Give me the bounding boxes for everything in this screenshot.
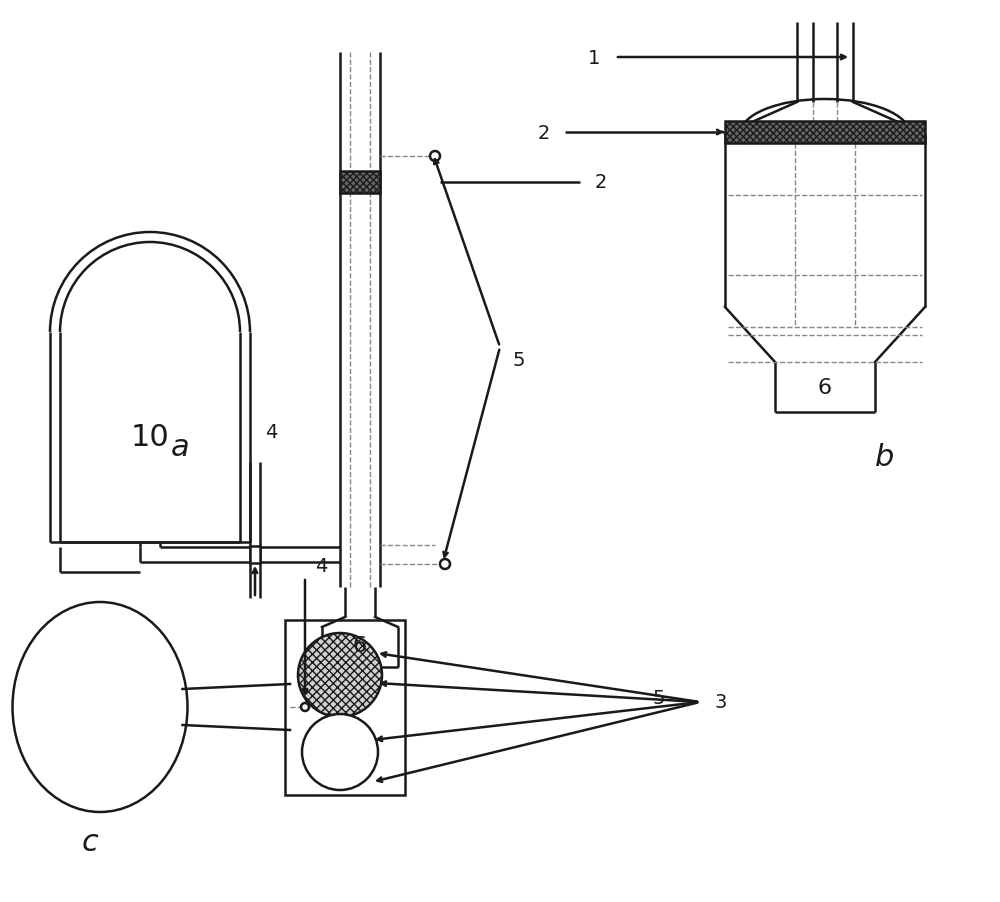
Text: 4: 4 <box>265 423 277 442</box>
Text: 2: 2 <box>595 173 607 192</box>
Circle shape <box>302 714 378 790</box>
Text: 6: 6 <box>818 378 832 398</box>
Text: b: b <box>875 443 895 472</box>
Text: c: c <box>82 827 98 857</box>
Text: 6: 6 <box>353 635 367 655</box>
Text: 10: 10 <box>131 423 169 452</box>
Circle shape <box>430 152 440 161</box>
Bar <box>725 122 925 143</box>
Circle shape <box>440 559 450 569</box>
Circle shape <box>298 633 382 717</box>
Bar <box>250 547 260 564</box>
Bar <box>285 620 405 795</box>
Text: 3: 3 <box>715 693 727 712</box>
Text: 5: 5 <box>512 350 524 369</box>
Text: a: a <box>171 433 189 462</box>
Text: 4: 4 <box>315 556 327 575</box>
Text: 2: 2 <box>538 124 550 143</box>
Text: 1: 1 <box>588 49 600 68</box>
Circle shape <box>301 704 309 711</box>
Text: 5: 5 <box>652 687 665 706</box>
Bar <box>340 171 380 194</box>
